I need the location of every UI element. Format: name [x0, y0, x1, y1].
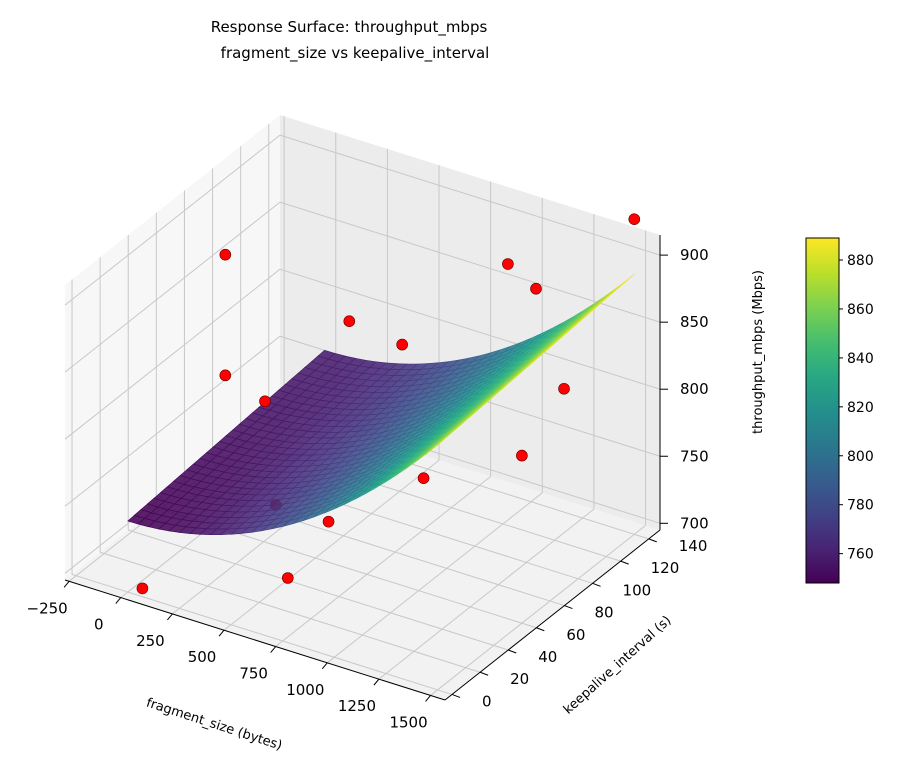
chart-title: Response Surface: throughput_mbps: [211, 18, 488, 37]
y-tick-label: 120: [651, 559, 680, 577]
y-gridline: [71, 573, 453, 695]
y-tick-label: 60: [566, 626, 585, 644]
y-axis-line: [444, 529, 661, 701]
data-point: [516, 449, 528, 462]
x-tick-label: −250: [27, 599, 68, 617]
z-tick-label: 850: [680, 313, 709, 331]
x-tick: [218, 629, 225, 637]
y-tick-label: 100: [623, 581, 652, 599]
z-tick-label: 700: [680, 514, 709, 532]
y-tick-label: 20: [510, 670, 529, 688]
surface: [127, 273, 635, 536]
x-tick: [373, 678, 380, 686]
z-gridline: [64, 134, 281, 306]
data-point: [530, 282, 542, 295]
y-gridline: [128, 529, 509, 651]
y-tick-label: 0: [482, 692, 492, 710]
data-point: [259, 395, 271, 408]
surface-patch: [427, 438, 445, 454]
z-gridline: [64, 201, 281, 373]
x-tick-label: 1250: [338, 697, 376, 715]
z-tick-label: 900: [680, 246, 709, 264]
x-axis-line: [64, 579, 446, 701]
x-tick: [321, 662, 328, 670]
colorbar-tick-label: 780: [847, 498, 874, 514]
colorbar-tick-label: 800: [847, 449, 874, 465]
x-gridline: [430, 525, 646, 696]
y-gridline: [99, 551, 481, 673]
data-point: [322, 515, 335, 528]
y-tick-label: 140: [679, 537, 708, 555]
axis-lines: [63, 235, 668, 702]
x-tick: [167, 613, 173, 621]
x-tick-label: 250: [136, 632, 165, 650]
z-gridline: [279, 134, 661, 256]
x-tick: [63, 580, 70, 588]
x-gridline: [378, 508, 595, 680]
data-point: [136, 582, 149, 595]
y-tick: [451, 693, 461, 698]
x-tick: [270, 646, 277, 653]
colorbar-tick-label: 760: [847, 547, 874, 563]
z-tick-label: 750: [680, 447, 709, 465]
y-tick: [508, 649, 517, 654]
data-point: [628, 213, 641, 226]
colorbar: 760 780 800 820 840 860 880: [805, 237, 874, 584]
data-point: [558, 382, 570, 395]
z-tick-label: 800: [680, 380, 709, 398]
colorbar-rect: [805, 237, 840, 584]
x-gridline: [223, 459, 440, 631]
x-tick-label: 1000: [286, 681, 324, 699]
y-tick: [592, 582, 601, 587]
points-front: [219, 213, 641, 408]
x-tick: [115, 597, 122, 604]
data-point: [343, 315, 356, 328]
z-axis-label: throughput_mbps (Mbps): [751, 270, 766, 434]
colorbar-tick-label: 880: [847, 253, 874, 269]
data-point: [219, 369, 232, 382]
y-tick-label: 80: [594, 604, 613, 622]
data-point: [502, 258, 514, 270]
x-gridline: [275, 476, 491, 647]
chart-subtitle: fragment_size vs keepalive_interval: [221, 44, 490, 63]
z-gridline: [64, 268, 281, 440]
y-tick-label: 40: [538, 648, 557, 666]
tick-labels: −250 0 250 500 750 1000 1250 1500 0 20 40 60 80 100 12…: [27, 246, 709, 731]
x-tick-label: 750: [239, 665, 268, 683]
data-point: [219, 248, 232, 261]
colorbar-tick-label: 860: [847, 302, 874, 318]
x-tick-label: 500: [188, 648, 217, 666]
y-tick: [648, 538, 657, 543]
z-gridline: [279, 268, 661, 390]
x-axis-label: fragment_size (bytes): [144, 696, 284, 754]
colorbar-tick-label: 840: [847, 351, 874, 367]
x-tick: [425, 695, 431, 702]
y-tick: [564, 605, 573, 610]
data-point: [417, 472, 430, 484]
colorbar-tick-label: 820: [847, 400, 874, 416]
y-tick: [479, 671, 489, 676]
x-gridline: [326, 492, 543, 664]
data-point: [282, 572, 294, 584]
data-point: [396, 338, 408, 351]
x-tick-label: 1500: [389, 713, 427, 731]
y-tick: [536, 627, 545, 632]
y-tick: [620, 560, 629, 565]
x-tick-label: 0: [94, 616, 104, 634]
z-gridline: [64, 335, 281, 507]
